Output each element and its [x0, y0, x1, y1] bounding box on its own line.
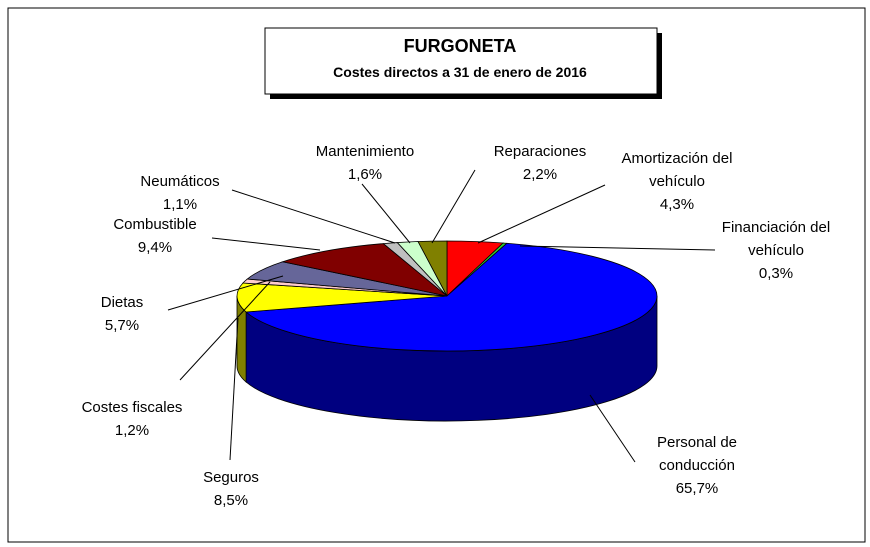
slice-value-label: 1,2%	[114, 422, 150, 439]
slice-label: Seguros	[203, 469, 259, 486]
slice-label: Personal de conducción	[656, 434, 738, 474]
leader-line	[361, 183, 411, 244]
leader-line	[229, 317, 239, 461]
slice-label: Amortización del vehículo	[621, 150, 733, 190]
slice-value-label: 8,5%	[213, 492, 249, 509]
slice-label: Costes fiscales	[81, 399, 183, 416]
slice-value-label: 2,2%	[522, 166, 558, 183]
slice-value-label: 65,7%	[675, 480, 719, 497]
chart-title: FURGONETA	[403, 36, 517, 56]
leader-line	[231, 189, 396, 244]
leader-line	[589, 394, 636, 463]
pie-slice	[281, 243, 448, 297]
pie-slice	[417, 240, 448, 297]
slice-value-label: 1,1%	[162, 196, 198, 213]
slice-value-label: 1,6%	[347, 166, 383, 183]
slice-label: Neumáticos	[140, 173, 220, 190]
slice-label: Dietas	[100, 294, 144, 311]
slice-label: Mantenimiento	[315, 143, 415, 160]
leader-line	[167, 275, 284, 311]
leader-line	[179, 281, 271, 381]
slice-label: Financiación del vehículo	[721, 219, 831, 259]
leader-line	[211, 237, 321, 251]
leader-line	[477, 184, 606, 244]
pie-slice	[245, 242, 658, 352]
title-box	[264, 27, 658, 95]
slice-value-label: 9,4%	[137, 239, 173, 256]
pie-slice	[236, 282, 448, 313]
slice-label: Reparaciones	[493, 143, 587, 160]
leader-line	[431, 169, 476, 244]
chart-subtitle: Costes directos a 31 de enero de 2016	[333, 64, 587, 80]
slice-value-label: 5,7%	[104, 317, 140, 334]
slice-label: Combustible	[113, 216, 197, 233]
leader-line	[519, 245, 716, 251]
slice-value-label: 0,3%	[758, 265, 794, 282]
slice-value-label: 4,3%	[659, 196, 695, 213]
